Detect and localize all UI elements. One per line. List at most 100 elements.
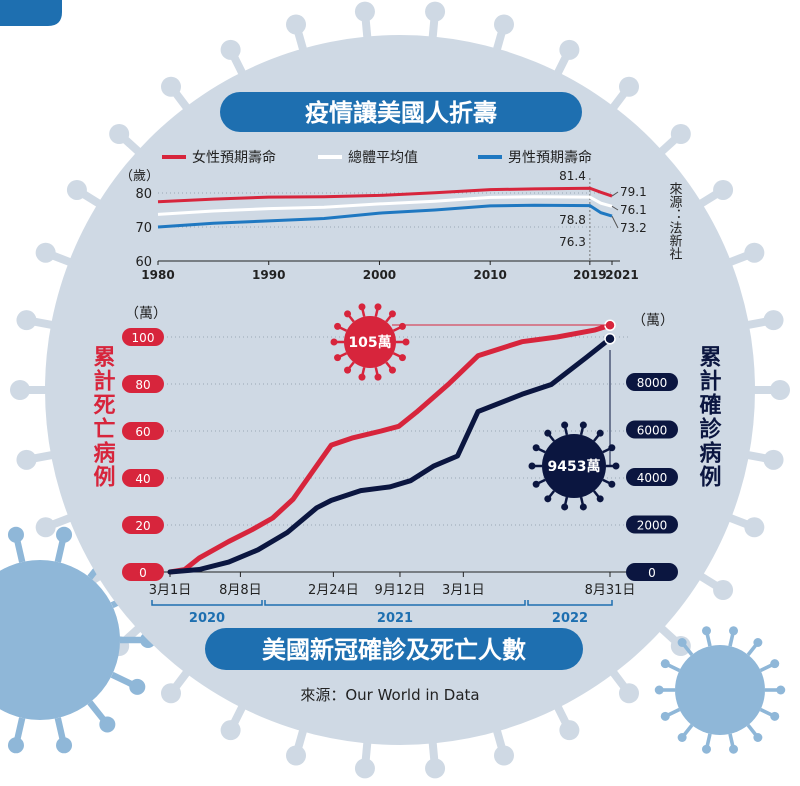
ring-knob [559,39,580,60]
life-label-2021: 79.1 [620,185,647,199]
ring-knob [744,242,765,263]
virus-knob [7,526,24,543]
callout-knob [334,354,342,362]
ring-knob [713,580,734,601]
legend-male: 男性預期壽命 [508,149,592,166]
virus-knob [753,732,763,742]
callout-knob [402,338,410,346]
legend-overall: 總體平均值 [348,149,418,166]
covid-x-tick: 3月1日 [442,583,485,598]
ring-knob [425,1,446,22]
callout-knob [374,303,382,311]
callout-knob [334,322,342,330]
right-tick: 6000 [637,424,668,438]
ring-knob [109,123,130,144]
left-unit: （萬） [125,306,167,322]
ring-knob [493,14,514,35]
callout-knob [561,503,569,511]
callout-knob [608,480,616,488]
ring-knob [619,76,640,97]
left-tick: 80 [135,378,150,392]
covid-x-tick: 3月1日 [149,583,192,598]
callout-knob [561,421,569,429]
callout-knob [579,421,587,429]
case-callout: 9453萬 [528,421,620,511]
ring-knob [160,76,181,97]
covid-series-1 [167,336,613,575]
year-label: 2022 [552,611,588,626]
virus-knob [677,638,687,648]
top-title: 疫情讓美國人折壽 [305,99,497,127]
right-tick-pill [626,373,678,391]
virus-knob [129,678,146,695]
top-title-banner: 疫情讓美國人折壽 [220,92,582,132]
right-axis-title: 累計確診病例 [696,345,722,489]
right-tick-pill [626,468,678,486]
right-tick: 0 [648,566,656,580]
virus-decoration [0,1,790,779]
left-tick: 0 [139,566,147,580]
callout-knob [388,366,396,374]
ring-knob [713,179,734,200]
year-bracket [151,600,263,606]
life-x-tick: 2000 [363,268,396,282]
year-label: 2020 [189,611,225,626]
life-y-tick: 70 [135,221,152,236]
callout-label: 9453萬 [548,458,601,475]
corner-tab [0,0,62,26]
ring-knob [425,758,446,779]
covid-x-tick: 8月8日 [219,583,262,598]
right-tick-pill [626,420,678,439]
left-tick-pill [122,328,164,346]
year-bracket [264,600,526,606]
callout-knob [374,373,382,381]
callout-knob [398,322,406,330]
virus-knob [660,659,670,669]
callout-body [344,316,396,368]
virus-knob [753,638,763,648]
life-label-2019: 81.4 [559,169,586,183]
life-x-tick: 2019 [573,268,606,282]
ring-knob [35,517,56,538]
callout-knob [388,310,396,318]
right-unit: （萬） [632,313,674,329]
bottom-source: 來源：Our World in Data [300,686,479,704]
life-x-tick: 2010 [473,268,506,282]
ring-knob [763,310,784,331]
life-x-tick: 1980 [141,268,174,282]
death-callout: 105萬 [330,303,410,381]
ring-knob [744,517,765,538]
left-tick-pill [122,422,164,440]
virus-knob [99,716,116,733]
callout-knob [358,303,366,311]
life-x-tick: 1990 [252,268,285,282]
ring-knob [354,1,375,22]
ring-knob [220,39,241,60]
life-leader [611,215,619,229]
callout-knob [344,310,352,318]
callout-knob [532,444,540,452]
left-axis-title: 累計死亡病例 [90,345,116,489]
life-source: 來源：法新社 [667,182,683,260]
year-label: 2021 [377,611,413,626]
ring-knob [16,449,37,470]
ring-knob [354,758,375,779]
ring-knob [66,179,87,200]
callout-knob [344,366,352,374]
left-tick-pill [122,563,164,581]
year-bracket [527,600,613,606]
virus-knob [56,737,73,754]
virus-knob [776,685,786,695]
life-y-unit: （歲） [120,169,159,184]
ring-knob [16,310,37,331]
covid-chart: 100 80 60 40 20 0 （萬） 8000 6000 4000 2000 0 （萬） 累計死亡病… [90,303,722,626]
callout-knob [608,444,616,452]
ring-knob [770,380,790,400]
background-circle [45,35,755,745]
left-tick: 20 [135,519,150,533]
virus-knob [701,744,711,754]
callout-knob [528,462,536,470]
life-leader [611,191,619,197]
callout-knob [579,503,587,511]
